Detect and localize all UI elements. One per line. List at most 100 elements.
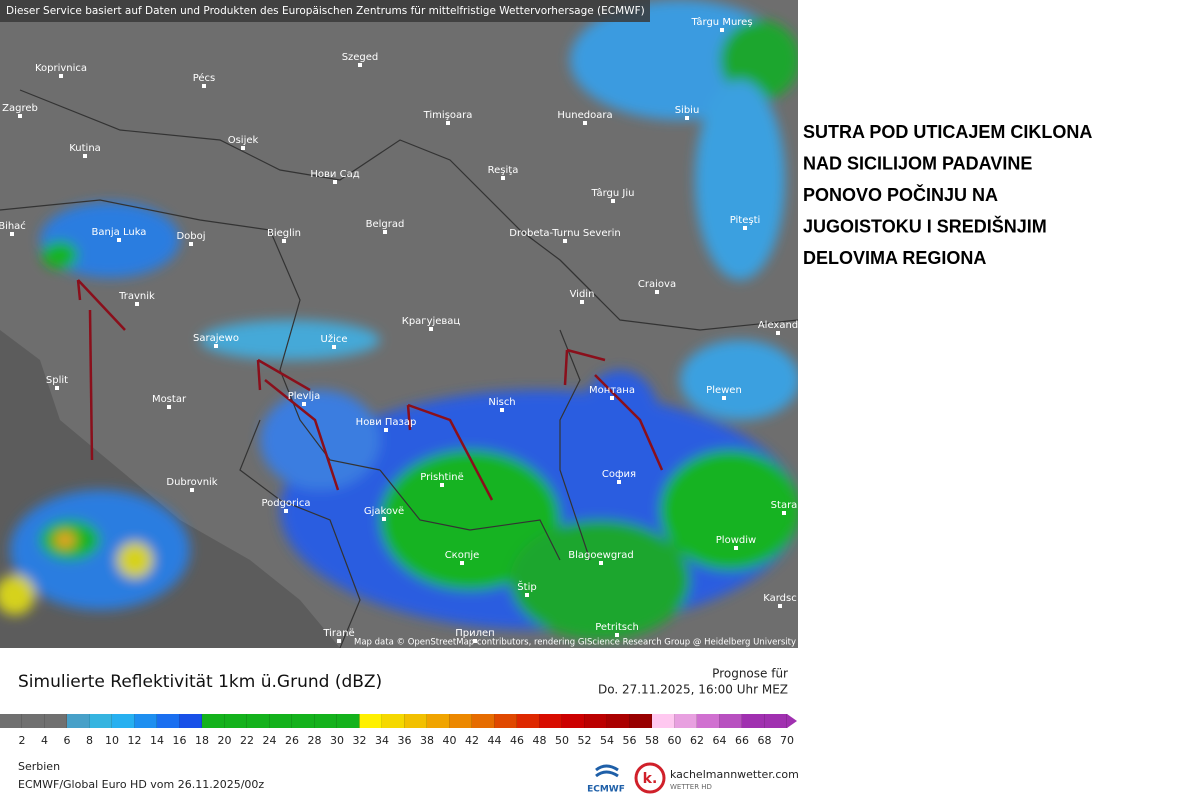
city-label: Скопје [445, 549, 480, 561]
scale-tick-label: 12 [128, 734, 142, 747]
city-label: Pécs [193, 72, 216, 84]
scale-tick-label: 46 [510, 734, 524, 747]
city-label: Târgu Mureș [690, 16, 752, 28]
city-dot [202, 84, 206, 88]
city-label: Doboj [176, 231, 205, 242]
drawn-arrows [76, 279, 664, 501]
city-dot [83, 154, 87, 158]
city-dot [722, 396, 726, 400]
map: Dieser Service basiert auf Daten und Pro… [0, 0, 798, 648]
scale-segment [674, 714, 698, 728]
city-dot [429, 327, 433, 331]
scale-tick-label: 56 [623, 734, 637, 747]
scale-segment [697, 714, 720, 728]
annotation-line: JUGOISTOKU I SREDIŠNJIM [803, 215, 1047, 236]
scale-tick-label: 32 [353, 734, 367, 747]
city-dot [190, 488, 194, 492]
city-label: Plewen [706, 385, 742, 396]
scale-tick-label: 48 [533, 734, 547, 747]
city-dot [384, 428, 388, 432]
scale-tick-label: 52 [578, 734, 592, 747]
scale-tick-label: 60 [668, 734, 682, 747]
site: kachelmannwetter.com [670, 768, 799, 781]
scale-tick-label: 34 [375, 734, 389, 747]
city-dot [563, 239, 567, 243]
scale-segment [652, 714, 675, 728]
scale-segment [89, 714, 113, 728]
city-label: Прилеп [455, 628, 494, 639]
city-dot [720, 28, 724, 32]
city-label: Travnik [118, 291, 155, 302]
city-label: Osijek [228, 135, 259, 146]
city-dot [501, 176, 505, 180]
city-dot [284, 509, 288, 513]
model-run: ECMWF/Global Euro HD vom 26.11.2025/00z [18, 778, 264, 791]
city-label: Mostar [152, 394, 187, 405]
city-dot [59, 74, 63, 78]
city-label: Petritsch [595, 622, 639, 633]
city-label: Prishtinë [420, 472, 463, 483]
city-label: Bihać [0, 220, 26, 232]
city-label: Plowdiw [716, 535, 756, 546]
scale-segment [629, 714, 653, 728]
scale-tick-label: 22 [240, 734, 254, 747]
scale-tick-label: 26 [285, 734, 299, 747]
scale-segment [202, 714, 225, 728]
city-label: Szeged [342, 52, 379, 63]
city-label: Koprivnica [35, 63, 87, 74]
city-label: Крагујевац [402, 315, 461, 327]
attribution: Dieser Service basiert auf Daten und Pro… [6, 5, 645, 17]
scale-tick-label: 36 [398, 734, 412, 747]
city-label: Stara [771, 500, 798, 511]
city-label: Plevlja [288, 391, 321, 402]
city-label: Piteşti [730, 215, 761, 226]
city-label: Gjakovë [364, 506, 404, 517]
city-dot [337, 639, 341, 643]
annotation-line: NAD SICILIJOM PADAVINE [803, 153, 1032, 173]
city-label: Монтана [589, 385, 635, 396]
city-dot [117, 238, 121, 242]
city-dot [383, 230, 387, 234]
scale-segment [337, 714, 360, 728]
city-label: Hunedoara [557, 110, 612, 121]
city-dot [358, 63, 362, 67]
scale-segment [359, 714, 383, 728]
city-dot [382, 517, 386, 521]
city-dot [580, 300, 584, 304]
legend-title: Simulierte Reflektivität 1km ü.Grund (dB… [18, 672, 382, 692]
scale-tick-label: 66 [735, 734, 749, 747]
city-dot [743, 226, 747, 230]
city-label: Kardsc [763, 593, 797, 604]
ecmwf-icon [595, 764, 619, 778]
scale-segment [539, 714, 563, 728]
city-dot [55, 386, 59, 390]
city-label: София [602, 469, 636, 480]
city-dot [333, 180, 337, 184]
scale-segment [112, 714, 135, 728]
city-dot [446, 121, 450, 125]
city-dot [583, 121, 587, 125]
city-dot [302, 402, 306, 406]
scale-segment [224, 714, 248, 728]
scale-segment [134, 714, 158, 728]
city-dot [282, 239, 286, 243]
city-dot [167, 405, 171, 409]
city-label: Sarajewo [193, 333, 239, 344]
annotation-line: SUTRA POD UTICAJEM CIKLONA [803, 122, 1092, 142]
scale-segment [764, 714, 788, 728]
scale-segment [179, 714, 203, 728]
scale-tick-label: 8 [86, 734, 93, 747]
city-label: Craiova [638, 279, 676, 290]
city-label: Nisch [488, 397, 515, 408]
scale-tick-label: 24 [263, 734, 277, 747]
city-dot [241, 146, 245, 150]
city-label: Banja Luka [92, 227, 147, 238]
city-dot [617, 480, 621, 484]
scale-tick-label: 58 [645, 734, 659, 747]
city-dot [460, 561, 464, 565]
city-dot [189, 242, 193, 246]
city-dot [776, 331, 780, 335]
scale-tick-label: 16 [173, 734, 187, 747]
scale-tick-label: 50 [555, 734, 569, 747]
scale-segment [449, 714, 473, 728]
